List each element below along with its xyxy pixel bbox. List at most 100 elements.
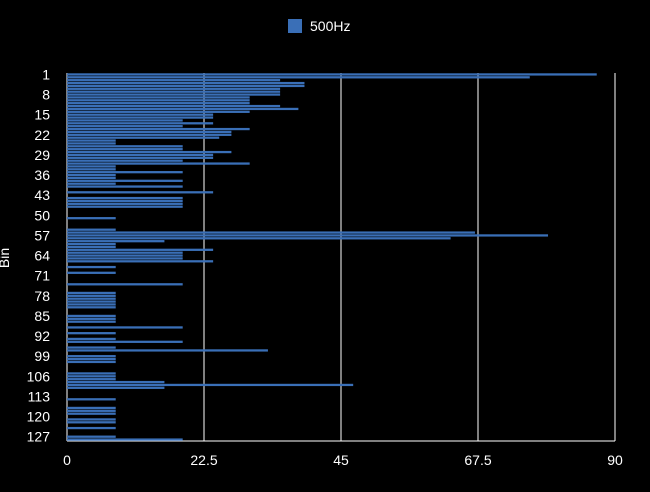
bar-bin-77	[67, 291, 116, 295]
bar-bin-62	[67, 248, 214, 251]
bar-bin-66	[67, 260, 214, 263]
bar-bin-68	[67, 265, 116, 269]
bar-bin-12	[67, 104, 281, 108]
bar-bin-14	[67, 110, 250, 113]
bar-bin-30	[67, 156, 214, 159]
x-tick-label: 22.5	[190, 452, 217, 468]
y-tick-label: 127	[27, 429, 51, 445]
bar-bin-28	[67, 150, 232, 154]
bar-bin-81	[67, 303, 116, 306]
x-tick-label: 90	[607, 452, 623, 468]
bar-bin-10	[67, 99, 250, 102]
bar-bin-16	[67, 116, 214, 119]
bar-bin-40	[67, 185, 183, 188]
bar-bin-121	[67, 418, 116, 421]
bar-bin-8	[67, 93, 281, 96]
y-tick-label: 50	[34, 207, 50, 223]
bar-bin-39	[67, 182, 116, 185]
bar-bin-5	[67, 84, 305, 88]
bar-bin-25	[67, 142, 116, 145]
bar-bin-7	[67, 90, 281, 93]
bar-bin-26	[67, 145, 183, 148]
bar-bin-74	[67, 283, 183, 286]
bar-bin-78	[67, 294, 116, 297]
x-axis-ticks: 0 22.5 45 67.5 90	[63, 452, 623, 468]
bar-bin-42	[67, 191, 214, 194]
bar-bin-82	[67, 306, 116, 309]
bar-bin-64	[67, 254, 183, 257]
bar-bin-33	[67, 165, 116, 168]
bar-bin-55	[67, 228, 116, 231]
y-tick-label: 92	[34, 328, 50, 344]
y-tick-label: 78	[34, 288, 50, 304]
bar-bin-18	[67, 122, 214, 125]
y-tick-label: 106	[27, 368, 51, 384]
y-tick-label: 113	[28, 388, 51, 404]
bar-bin-124	[67, 426, 116, 430]
y-tick-label: 64	[34, 248, 50, 264]
bar-bin-34	[67, 168, 116, 171]
bar-bin-27	[67, 148, 183, 151]
bar-bin-6	[67, 87, 281, 90]
bar-bin-100	[67, 357, 116, 361]
bar-bin-45	[67, 199, 183, 203]
bar-bin-128	[67, 438, 183, 441]
bar-bin-105	[67, 372, 116, 375]
bar-bin-24	[67, 139, 116, 142]
bar-bin-109	[67, 383, 354, 387]
bar-bin-44	[67, 196, 183, 200]
bar-bin-79	[67, 297, 116, 300]
legend: 500Hz	[288, 18, 350, 34]
x-tick-label: 45	[333, 452, 349, 468]
bar-bin-2	[67, 76, 530, 79]
bar-bin-86	[67, 317, 116, 320]
bar-bin-107	[67, 378, 116, 381]
bar-bin-31	[67, 159, 183, 162]
bar-bin-21	[67, 130, 232, 134]
bar-bin-118	[67, 409, 116, 412]
y-tick-label: 1	[42, 66, 50, 82]
x-tick-label: 67.5	[464, 452, 491, 468]
y-tick-label: 120	[27, 409, 51, 425]
bar-bin-97	[67, 349, 268, 352]
bar-bin-13	[67, 107, 299, 111]
bar-bin-51	[67, 217, 116, 220]
bar-bin-93	[67, 337, 116, 341]
y-tick-label: 29	[34, 147, 50, 163]
y-tick-label: 85	[34, 308, 50, 324]
bar-bin-1	[67, 73, 597, 76]
y-tick-label: 36	[34, 167, 50, 183]
bar-bin-80	[67, 300, 116, 303]
bar-bin-106	[67, 375, 116, 378]
y-tick-label: 99	[34, 348, 50, 364]
bar-bin-89	[67, 326, 183, 329]
bar-bin-32	[67, 162, 250, 165]
bar-bin-122	[67, 421, 116, 424]
bar-bin-56	[67, 231, 475, 234]
bar-bin-96	[67, 346, 116, 349]
bar-bin-46	[67, 202, 183, 205]
bar-bin-94	[67, 340, 183, 343]
bar-bin-85	[67, 314, 116, 318]
bar-bin-9	[67, 96, 250, 99]
legend-swatch	[288, 19, 302, 33]
bar-bin-108	[67, 380, 165, 384]
bar-bin-63	[67, 251, 183, 254]
bar-bin-35	[67, 171, 183, 174]
bar-bin-22	[67, 133, 232, 136]
bar-bin-61	[67, 245, 116, 249]
y-tick-label: 22	[34, 127, 50, 143]
bar-bin-23	[67, 136, 220, 139]
bar-bin-127	[67, 435, 116, 438]
x-tick-label: 0	[63, 452, 71, 468]
bar-bin-91	[67, 332, 116, 335]
bar-bin-3	[67, 79, 281, 82]
bar-bin-37	[67, 176, 116, 180]
bar-bin-36	[67, 173, 116, 177]
bar-bin-17	[67, 119, 183, 122]
bar-bin-19	[67, 125, 183, 128]
bar-bin-70	[67, 271, 116, 274]
bar-bin-101	[67, 360, 116, 364]
bar-bin-11	[67, 102, 250, 105]
